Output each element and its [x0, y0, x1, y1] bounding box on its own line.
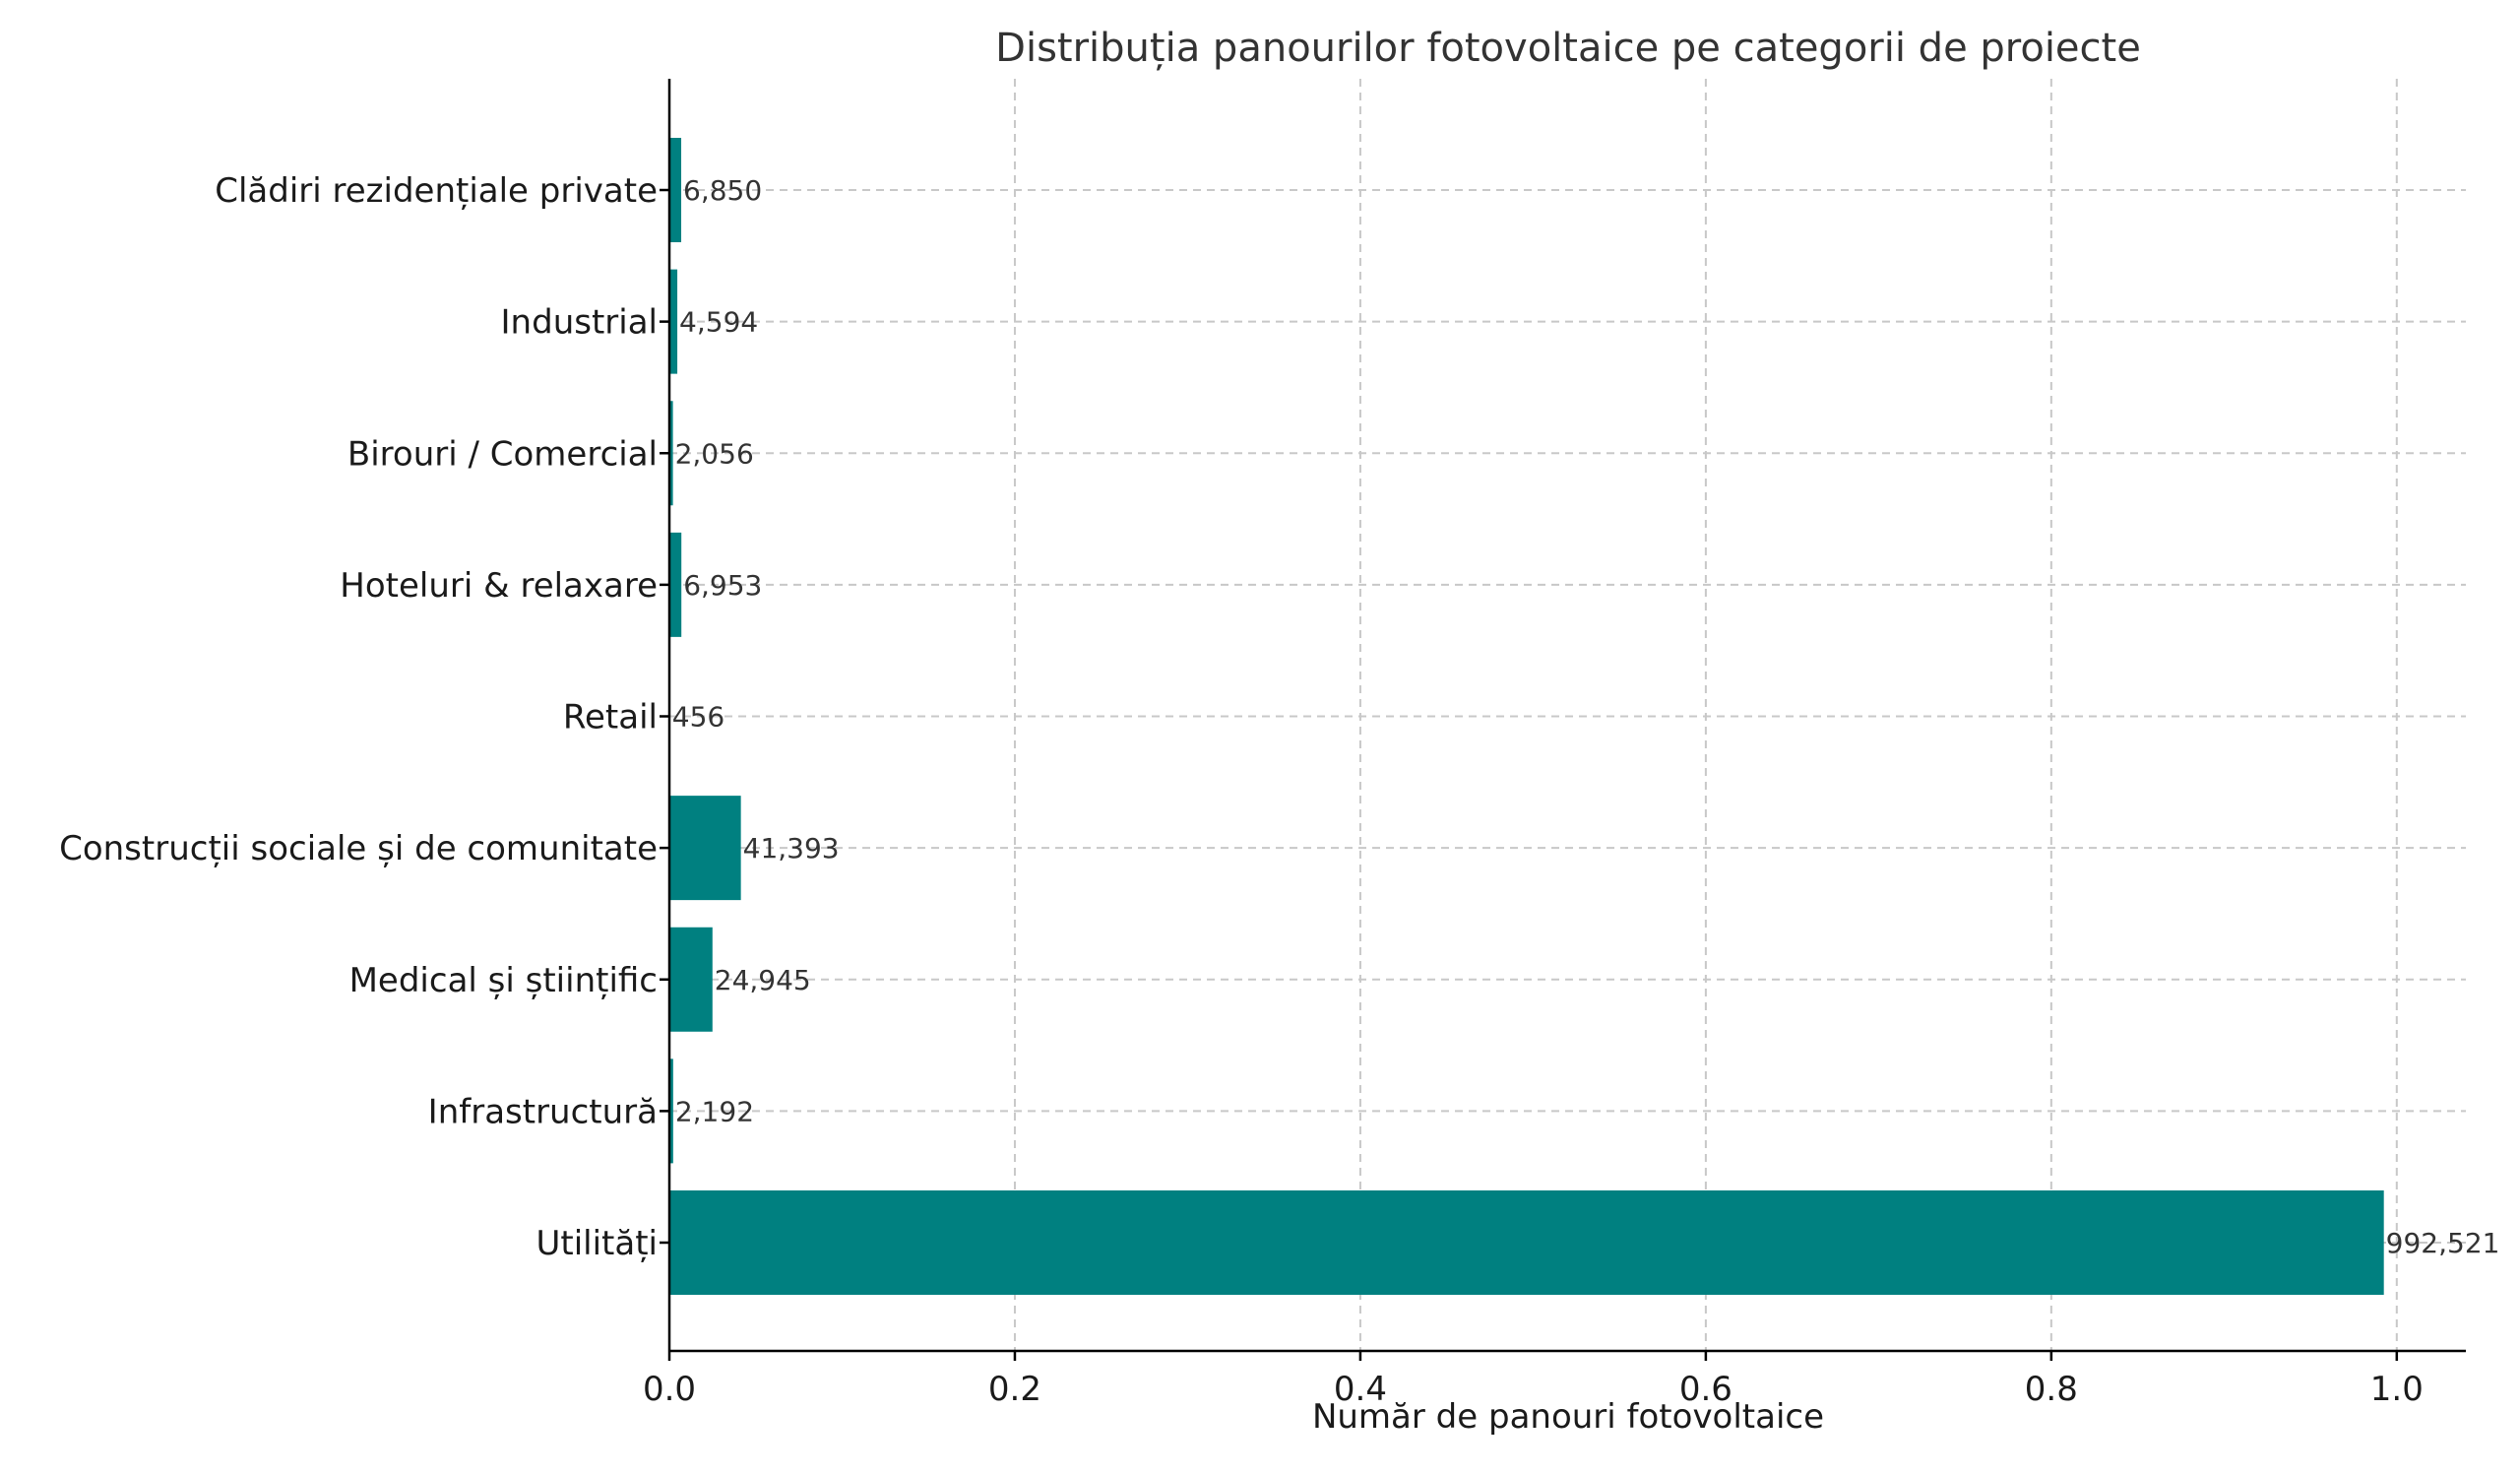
- category-label: Utilități: [536, 1224, 659, 1263]
- value-label: 2,192: [675, 1095, 754, 1127]
- category-label: Medical și științific: [349, 961, 658, 1000]
- category-label: Retail: [563, 698, 658, 738]
- x-tick-label: 0.0: [643, 1370, 696, 1409]
- category-label: Clădiri rezidențiale private: [215, 171, 658, 211]
- chart-title: Distribuția panourilor fotovoltaice pe c…: [995, 26, 2141, 71]
- x-axis-ticks: 0.0 0.2 0.4 0.6 0.8 1.0: [643, 188, 2424, 1409]
- value-labels: 6,850 4,594 2,056 6,953 456 41,393 24,945 2,192…: [672, 174, 2500, 1259]
- category-label: Construcții sociale și de comunitate: [59, 829, 658, 868]
- value-label: 24,945: [715, 964, 811, 996]
- category-labels: Clădiri rezidențiale private Industrial Bi…: [59, 171, 658, 1263]
- bar: [669, 1190, 2384, 1295]
- bar: [669, 269, 678, 374]
- x-tick-label: 1.0: [2370, 1370, 2424, 1409]
- bar: [669, 796, 741, 901]
- x-tick-label: 0.2: [988, 1370, 1041, 1409]
- x-tick-label: 0.6: [1679, 1370, 1732, 1409]
- bar: [669, 532, 682, 637]
- x-tick-label: 0.8: [2025, 1370, 2078, 1409]
- grid-lines: [668, 79, 2466, 1351]
- bar: [669, 1058, 673, 1164]
- value-label: 992,521: [2386, 1227, 2500, 1259]
- category-label: Infrastructură: [428, 1092, 658, 1131]
- category-label: Industrial: [501, 303, 658, 343]
- category-label: Hoteluri & relaxare: [340, 566, 658, 606]
- value-label: 41,393: [743, 832, 840, 865]
- x-tick-label: 0.4: [1334, 1370, 1387, 1409]
- x-axis-label: Număr de panouri fotovoltaice: [1312, 1397, 1824, 1437]
- value-label: 2,056: [675, 437, 754, 470]
- value-label: 6,850: [683, 174, 762, 207]
- bar: [669, 138, 682, 242]
- bars: [669, 138, 2384, 1295]
- bar: [669, 401, 673, 506]
- category-label: Birouri / Comercial: [347, 434, 658, 474]
- value-label: 6,953: [683, 569, 762, 602]
- value-label: 4,594: [679, 306, 758, 339]
- bar: [669, 927, 713, 1032]
- value-label: 456: [672, 701, 724, 734]
